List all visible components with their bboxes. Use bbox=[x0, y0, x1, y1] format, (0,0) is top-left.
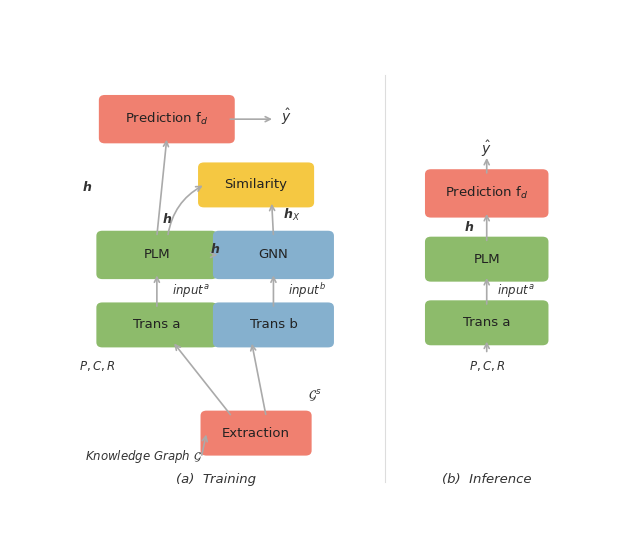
FancyBboxPatch shape bbox=[99, 95, 235, 143]
Text: Extraction: Extraction bbox=[222, 426, 290, 440]
Text: $\hat{y}$: $\hat{y}$ bbox=[281, 107, 292, 127]
FancyBboxPatch shape bbox=[97, 302, 218, 348]
Text: PLM: PLM bbox=[474, 253, 500, 266]
FancyBboxPatch shape bbox=[198, 163, 314, 207]
Text: GNN: GNN bbox=[259, 249, 288, 261]
Text: $\mathcal{G}^s$: $\mathcal{G}^s$ bbox=[308, 389, 322, 404]
Text: Knowledge Graph $\mathcal{G}$: Knowledge Graph $\mathcal{G}$ bbox=[84, 448, 202, 465]
Text: $\boldsymbol{h}$: $\boldsymbol{h}$ bbox=[162, 212, 172, 226]
Text: Similarity: Similarity bbox=[225, 179, 287, 191]
Text: $input^a$: $input^a$ bbox=[172, 282, 209, 299]
Text: $\boldsymbol{h}$: $\boldsymbol{h}$ bbox=[210, 241, 220, 256]
FancyBboxPatch shape bbox=[200, 410, 312, 456]
Text: $\hat{y}$: $\hat{y}$ bbox=[481, 139, 492, 159]
Text: $P, C, R$: $P, C, R$ bbox=[468, 359, 505, 372]
Text: $input^a$: $input^a$ bbox=[497, 283, 534, 300]
Text: $input^b$: $input^b$ bbox=[289, 282, 326, 300]
FancyBboxPatch shape bbox=[425, 237, 548, 282]
Text: $P, C, R$: $P, C, R$ bbox=[79, 359, 116, 372]
Text: $\boldsymbol{h}$: $\boldsymbol{h}$ bbox=[464, 220, 474, 234]
FancyBboxPatch shape bbox=[213, 231, 334, 279]
FancyBboxPatch shape bbox=[425, 169, 548, 218]
FancyBboxPatch shape bbox=[97, 231, 218, 279]
Text: PLM: PLM bbox=[143, 249, 170, 261]
FancyBboxPatch shape bbox=[213, 302, 334, 348]
Text: (a)  Training: (a) Training bbox=[177, 473, 257, 487]
Text: $\boldsymbol{h}$: $\boldsymbol{h}$ bbox=[83, 180, 93, 194]
Text: Prediction f$_d$: Prediction f$_d$ bbox=[445, 185, 529, 202]
FancyBboxPatch shape bbox=[425, 300, 548, 345]
Text: (b)  Inference: (b) Inference bbox=[442, 473, 531, 487]
Text: Trans a: Trans a bbox=[463, 316, 511, 329]
Text: Trans a: Trans a bbox=[133, 318, 180, 331]
Text: $\boldsymbol{h}_X$: $\boldsymbol{h}_X$ bbox=[284, 207, 301, 223]
Text: Trans b: Trans b bbox=[250, 318, 298, 331]
Text: Prediction f$_d$: Prediction f$_d$ bbox=[125, 111, 209, 127]
